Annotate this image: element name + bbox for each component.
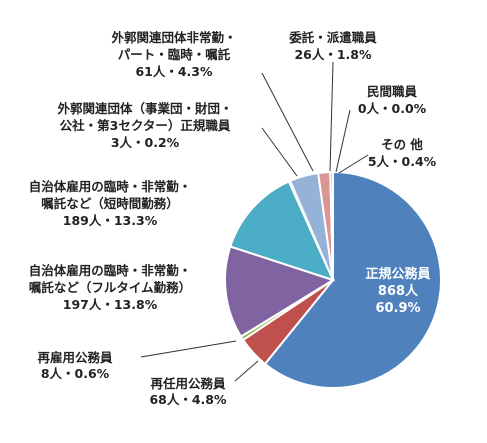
data-label-line: 8人・0.6% — [41, 366, 110, 381]
data-label: 委託・派遣職員 26人・1.8% — [288, 30, 377, 62]
leader-line — [335, 109, 351, 173]
data-label-line: 嘱託など（短時間勤務） — [41, 196, 179, 211]
data-label: 再雇用公務員 8人・0.6% — [37, 350, 113, 381]
pie-slice — [224, 245, 336, 338]
data-label: その 他 5人・0.4% — [368, 137, 437, 169]
leader-line — [140, 340, 237, 358]
data-label-line: 委託・派遣職員 — [288, 30, 377, 45]
data-label-line: その 他 — [381, 137, 423, 152]
data-label: 外郭関連団体非常勤・パート・臨時・嘱託 61人・4.3% — [110, 30, 236, 79]
leader-line — [234, 360, 259, 382]
data-label: 自治体雇用の臨時・非常勤・嘱託など（フルタイム勤務） 197人・13.8% — [29, 263, 192, 312]
data-label: 再任用公務員 68人・4.8% — [149, 376, 227, 407]
data-label-line: 60.9% — [375, 301, 420, 316]
data-label-line: 0人・0.0% — [358, 101, 427, 116]
data-label-line: 189人・13.3% — [63, 213, 158, 228]
data-label-line: パート・臨時・嘱託 — [118, 47, 231, 62]
data-label-line: 自治体雇用の臨時・非常勤・ — [29, 179, 192, 194]
leader-line — [329, 61, 334, 172]
data-label: 自治体雇用の臨時・非常勤・嘱託など（短時間勤務） 189人・13.3% — [29, 179, 192, 228]
data-label-line: 868人 — [378, 283, 419, 299]
data-label-line: 外郭関連団体非常勤・ — [110, 30, 236, 45]
leader-line — [261, 72, 314, 172]
data-label: 民間職員 0人・0.0% — [358, 84, 427, 116]
pie-slice — [229, 180, 335, 282]
data-label-line: 68人・4.8% — [149, 392, 227, 407]
data-label-line: 嘱託など（フルタイム勤務） — [29, 280, 191, 295]
data-label-line: 3人・0.2% — [111, 135, 180, 150]
pie-slice — [263, 170, 442, 389]
data-label-line: 正規公務員 — [365, 266, 430, 282]
data-label-line: 民間職員 — [367, 84, 418, 99]
data-label: 外郭関連団体（事業団・財団・公社・第3セクター）正規職員 3人・0.2% — [56, 101, 232, 150]
data-label-line: 61人・4.3% — [135, 64, 213, 79]
data-label-line: 自治体雇用の臨時・非常勤・ — [29, 263, 192, 278]
data-label-line: 公社・第3セクター）正規職員 — [60, 118, 231, 133]
data-label-line: 再任用公務員 — [150, 376, 226, 391]
leader-line — [261, 127, 298, 177]
pie-slice — [329, 170, 334, 281]
data-label-line: 197人・13.8% — [63, 297, 158, 312]
data-label-line: 外郭関連団体（事業団・財団・ — [56, 101, 232, 116]
data-label-line: 再雇用公務員 — [37, 350, 113, 365]
data-label-line: 26人・1.8% — [294, 47, 372, 62]
data-label-line: 5人・0.4% — [368, 154, 437, 169]
leader-line — [338, 154, 369, 174]
data-label-inside: 正規公務員 868人 60.9% — [365, 266, 430, 316]
